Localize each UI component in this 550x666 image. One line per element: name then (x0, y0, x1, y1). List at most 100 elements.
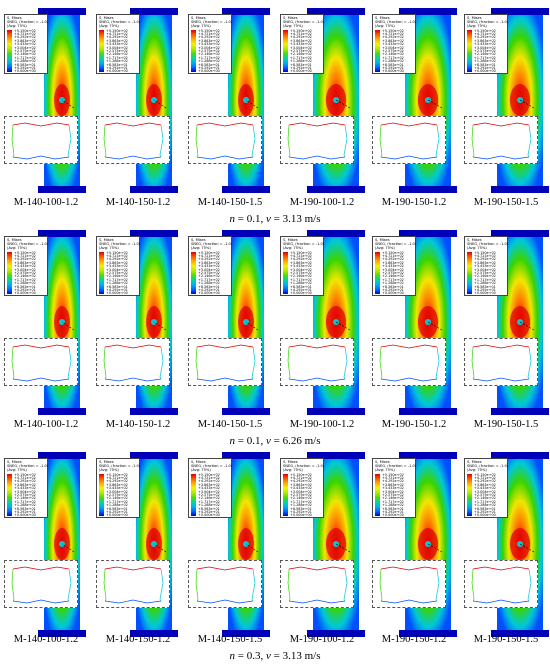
specimen-label: M-140-150-1.2 (105, 197, 171, 208)
legend-value: +3.863e+02 (474, 482, 496, 487)
contour-panel: S, Mises SNEG, (fraction = -1.0) (Avg: 75%… (462, 230, 550, 416)
section-inset (96, 338, 170, 386)
contour-panel: S, Mises SNEG, (fraction = -1.0) (Avg: 75%… (370, 452, 458, 638)
bottom-end-plate (222, 408, 270, 415)
section-outline (287, 566, 348, 604)
legend-header-line: (Avg: 75%) (375, 24, 395, 29)
leader-line (427, 321, 443, 331)
contour-legend: S, Mises SNEG, (fraction = -1.0) (Avg: 75%… (96, 14, 140, 74)
legend-value: +8.583e+01 (474, 284, 496, 289)
legend-value: +2.146e+02 (106, 52, 128, 57)
contour-legend: S, Mises SNEG, (fraction = -1.0) (Avg: 75%… (188, 458, 232, 518)
legend-header-line: SNEG, (fraction = -1.0) (7, 242, 49, 247)
legend-value: +5.150e+02 (290, 472, 312, 477)
legend-value: +8.583e+01 (198, 284, 220, 289)
section-inset (280, 116, 354, 164)
caption-n: n (229, 213, 236, 225)
legend-value: +4.292e+02 (198, 257, 220, 262)
legend-value: +3.004e+02 (198, 267, 220, 272)
bottom-end-plate (307, 630, 365, 637)
legend-value: +2.575e+02 (290, 493, 312, 498)
legend-value: +2.575e+02 (474, 493, 496, 498)
legend-value: +3.433e+02 (14, 42, 36, 47)
legend-value: +2.575e+02 (474, 49, 496, 54)
legend-header-line: SNEG, (fraction = -1.0) (191, 242, 233, 247)
center-node (333, 97, 339, 103)
legend-header-line: SNEG, (fraction = -1.0) (283, 20, 325, 25)
legend-value: +4.292e+02 (382, 257, 404, 262)
legend-header-line: SNEG, (fraction = -1.0) (99, 464, 141, 469)
legend-value: +4.292e+01 (106, 288, 128, 293)
legend-value: +2.575e+02 (382, 271, 404, 276)
contour-panel: S, Mises SNEG, (fraction = -1.0) (Avg: 75%… (278, 8, 366, 194)
legend-value: +5.150e+02 (382, 472, 404, 477)
legend-value: +1.717e+02 (382, 55, 404, 60)
section-outline (471, 566, 532, 604)
specimen-label: M-190-150-1.2 (381, 197, 447, 208)
caption-v: v (265, 435, 271, 447)
contour-panel: S, Mises SNEG, (fraction = -1.0) (Avg: 75%… (94, 452, 182, 638)
specimen-label: M-190-150-1.5 (473, 419, 539, 430)
contour-panel: S, Mises SNEG, (fraction = -1.0) (Avg: 75%… (278, 452, 366, 638)
contour-panel: S, Mises SNEG, (fraction = -1.0) (Avg: 75%… (2, 8, 90, 194)
section-inset (464, 560, 538, 608)
legend-value: +0.000e+00 (106, 291, 128, 296)
legend-value: +0.000e+00 (290, 69, 312, 74)
top-end-plate (222, 230, 270, 237)
legend-value: +3.863e+02 (106, 260, 128, 265)
legend-value: +1.717e+02 (290, 55, 312, 60)
legend-color-bar (7, 251, 12, 294)
legend-header-line: (Avg: 75%) (467, 468, 487, 473)
caption-n-value: = 0.1, (235, 213, 266, 225)
legend-value: +0.000e+00 (14, 291, 36, 296)
legend-value: +4.292e+01 (14, 66, 36, 71)
legend-header-line: (Avg: 75%) (99, 468, 119, 473)
contour-legend: S, Mises SNEG, (fraction = -1.0) (Avg: 75%… (96, 458, 140, 518)
legend-value: +5.150e+02 (290, 28, 312, 33)
section-outline (287, 344, 348, 382)
legend-header-line: S, Mises (191, 16, 206, 20)
legend-header-line: SNEG, (fraction = -1.0) (283, 242, 325, 247)
section-outline (11, 344, 72, 382)
leader-line (61, 321, 75, 331)
legend-value: +2.146e+02 (198, 52, 220, 57)
legend-value: +3.433e+02 (14, 264, 36, 269)
bottom-end-plate (130, 186, 178, 193)
legend-value: +3.433e+02 (290, 264, 312, 269)
legend-value: +1.717e+02 (106, 277, 128, 282)
specimen-label: M-190-150-1.5 (473, 197, 539, 208)
legend-value: +5.150e+02 (198, 250, 220, 255)
legend-header-line: SNEG, (fraction = -1.0) (99, 242, 141, 247)
legend-color-bar (375, 251, 380, 294)
legend-value: +4.292e+02 (474, 479, 496, 484)
legend-header-line: SNEG, (fraction = -1.0) (467, 464, 509, 469)
legend-value: +3.433e+02 (106, 42, 128, 47)
specimen-label: M-140-150-1.5 (197, 419, 263, 430)
contour-legend: S, Mises SNEG, (fraction = -1.0) (Avg: 75%… (464, 236, 508, 296)
caption-v: v (265, 213, 271, 225)
legend-value: +4.292e+01 (14, 510, 36, 515)
legend-value: +1.288e+02 (106, 503, 128, 508)
legend-value: +0.000e+00 (106, 69, 128, 74)
legend-value: +3.863e+02 (290, 38, 312, 43)
legend-value: +1.717e+02 (474, 277, 496, 282)
legend-value: +1.288e+02 (106, 59, 128, 64)
legend-color-bar (283, 251, 288, 294)
legend-value: +2.146e+02 (198, 496, 220, 501)
legend-value: +1.717e+02 (14, 277, 36, 282)
legend-value: +1.717e+02 (474, 499, 496, 504)
legend-value: +4.721e+02 (290, 32, 312, 37)
legend-header-line: SNEG, (fraction = -1.0) (375, 464, 417, 469)
legend-color-bar (99, 251, 104, 294)
legend-value: +4.721e+02 (198, 32, 220, 37)
legend-header-line: S, Mises (467, 460, 482, 464)
caption-n-value: = 0.3, (235, 650, 266, 662)
legend-value: +3.863e+02 (106, 482, 128, 487)
top-end-plate (491, 8, 549, 15)
section-inset (464, 116, 538, 164)
legend-value: +1.288e+02 (474, 503, 496, 508)
legend-value: +4.292e+01 (290, 66, 312, 71)
legend-value: +4.292e+02 (106, 479, 128, 484)
bottom-end-plate (130, 630, 178, 637)
legend-value: +3.863e+02 (290, 482, 312, 487)
